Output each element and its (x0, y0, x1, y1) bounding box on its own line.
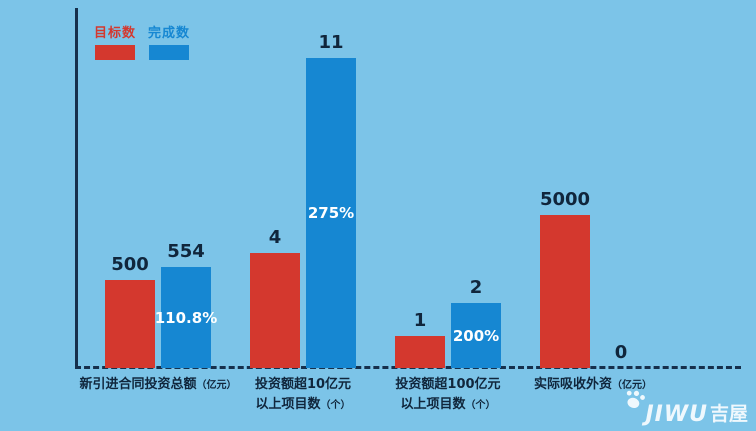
watermark-latin: JIWU (645, 402, 708, 427)
x-axis-category-label: 投资额超10亿元 以上项目数（个） (254, 377, 352, 412)
y-axis-line (75, 8, 78, 368)
x-axis-category-label: 实际吸收外资（亿元） (533, 377, 652, 392)
completed-bar (451, 303, 501, 368)
completion-pct-label: 275% (307, 204, 355, 222)
x-axis-category-label: 新引进合同投资总额（亿元） (79, 377, 237, 392)
paw-icon (627, 390, 646, 409)
legend-item-completed: 完成数 (148, 22, 190, 60)
completed-value-label: 0 (614, 342, 628, 363)
target-value-label: 5000 (539, 189, 591, 210)
completed-bar (306, 58, 356, 368)
target-value-label: 1 (413, 310, 427, 331)
x-axis-category-label: 投资额超100亿元 以上项目数（个） (395, 377, 501, 412)
completion-pct-label: 110.8% (154, 308, 218, 327)
completed-bar (161, 267, 211, 368)
legend-label-completed: 完成数 (148, 26, 191, 41)
target-bar (105, 280, 155, 368)
completion-pct-label: 200% (452, 326, 500, 345)
legend-swatch-target (95, 45, 135, 60)
target-bar (395, 336, 445, 368)
legend-label-target: 目标数 (94, 26, 137, 41)
completed-value-label: 11 (318, 32, 344, 53)
target-bar (540, 215, 590, 368)
legend: 目标数 完成数 (94, 22, 190, 60)
target-value-label: 500 (111, 254, 149, 275)
target-value-label: 4 (268, 227, 282, 248)
legend-item-target: 目标数 (94, 22, 136, 60)
target-bar (250, 253, 300, 368)
legend-swatch-completed (149, 45, 190, 60)
watermark-cjk: 吉屋 (709, 403, 748, 425)
completed-value-label: 554 (167, 241, 205, 262)
completed-value-label: 2 (469, 277, 483, 298)
watermark: JIWU 吉屋 (621, 389, 748, 427)
